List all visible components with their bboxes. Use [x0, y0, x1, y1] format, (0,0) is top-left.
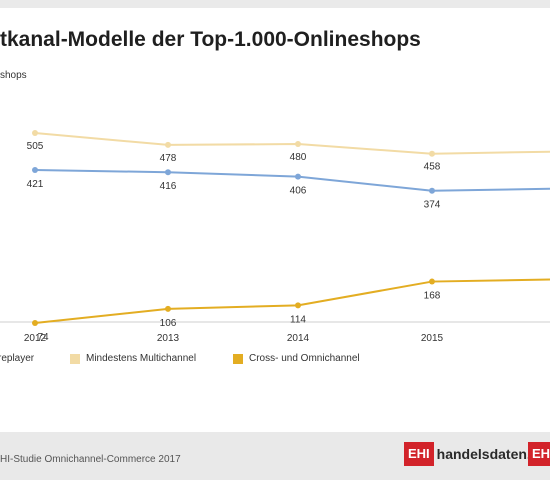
- data-label-pureplayer: 406: [290, 186, 307, 197]
- top-bar: [0, 0, 550, 8]
- data-point-pureplayer: [295, 173, 301, 180]
- data-point-cross-und-omnichannel: [295, 302, 301, 309]
- legend-label-omnichannel: Cross- und Omnichannel: [249, 353, 360, 364]
- x-tick-label: 2013: [157, 333, 180, 344]
- data-label-pureplayer: 416: [160, 181, 177, 192]
- ehi-logo-box-secondary: EHI: [528, 442, 550, 466]
- data-label-mindestens-multichannel: 505: [27, 141, 44, 152]
- data-label-pureplayer: 374: [424, 200, 441, 211]
- data-point-pureplayer: [429, 187, 435, 194]
- data-label-cross-und-omnichannel: 106: [160, 318, 177, 329]
- chart-title: tkanal-Modelle der Top-1.000-Onlineshops: [0, 28, 421, 51]
- legend-item-pureplayer: replayer: [0, 353, 34, 364]
- legend-item-omnichannel: Cross- und Omnichannel: [233, 353, 360, 364]
- data-point-pureplayer: [165, 169, 171, 176]
- legend: replayer Mindestens Multichannel Cross- …: [0, 353, 550, 367]
- series-line-mindestens-multichannel: [34, 132, 550, 155]
- data-label-cross-und-omnichannel: 74: [37, 332, 49, 343]
- data-point-cross-und-omnichannel: [429, 278, 435, 285]
- legend-label-multichannel: Mindestens Multichannel: [86, 353, 197, 364]
- data-point-mindestens-multichannel: [295, 141, 301, 148]
- legend-item-multichannel: Mindestens Multichannel: [70, 353, 196, 364]
- footer-bar: HI-Studie Omnichannel-Commerce 2017 EHI …: [0, 432, 550, 480]
- data-point-mindestens-multichannel: [429, 150, 435, 157]
- handelsdaten-logo[interactable]: EHI handelsdaten.de: [404, 442, 547, 466]
- data-point-pureplayer: [32, 167, 38, 174]
- ehi-logo-secondary[interactable]: EHI: [528, 442, 550, 466]
- x-tick-label: 2012: [24, 333, 47, 344]
- ehi-logo-box: EHI: [404, 442, 434, 466]
- data-point-cross-und-omnichannel: [165, 305, 171, 312]
- data-point-mindestens-multichannel: [165, 141, 171, 148]
- handelsdaten-logo-text: handelsdaten.de: [436, 446, 548, 462]
- data-label-cross-und-omnichannel: 168: [424, 291, 441, 302]
- data-label-mindestens-multichannel: 478: [160, 153, 177, 164]
- legend-swatch-multichannel: [70, 353, 80, 364]
- line-chart: 2012 2013 2014 2015 505 478 480 458 421 416 406 374…: [0, 130, 550, 344]
- data-label-pureplayer: 421: [27, 179, 44, 190]
- data-label-cross-und-omnichannel: 114: [290, 314, 306, 325]
- data-point-cross-und-omnichannel: [32, 320, 38, 326]
- data-label-mindestens-multichannel: 480: [290, 152, 307, 163]
- data-point-mindestens-multichannel: [32, 130, 38, 136]
- legend-swatch-omnichannel: [233, 353, 243, 364]
- x-tick-label: 2014: [287, 333, 310, 344]
- y-axis-label: shops: [0, 70, 27, 81]
- data-label-mindestens-multichannel: 458: [424, 162, 441, 173]
- legend-label-pureplayer: replayer: [0, 353, 35, 364]
- x-tick-label: 2015: [421, 333, 444, 344]
- source-note: HI-Studie Omnichannel-Commerce 2017: [0, 454, 181, 465]
